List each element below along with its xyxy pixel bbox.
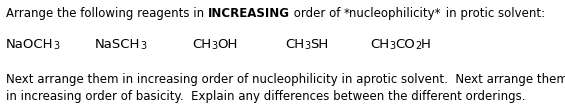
Text: 3: 3 bbox=[54, 41, 60, 51]
Text: INCREASING: INCREASING bbox=[208, 7, 290, 20]
Text: 2: 2 bbox=[415, 41, 421, 51]
Text: CO: CO bbox=[396, 38, 415, 51]
Text: 3: 3 bbox=[389, 41, 396, 51]
Text: H: H bbox=[421, 38, 431, 51]
Text: 3: 3 bbox=[211, 41, 218, 51]
Text: 3: 3 bbox=[140, 41, 146, 51]
Text: Next arrange them in increasing order of nucleophilicity in aprotic solvent.  Ne: Next arrange them in increasing order of… bbox=[6, 73, 565, 86]
Text: CH: CH bbox=[370, 38, 389, 51]
Text: 3: 3 bbox=[304, 41, 310, 51]
Text: NaOCH: NaOCH bbox=[6, 38, 54, 51]
Text: in protic solvent:: in protic solvent: bbox=[441, 7, 545, 20]
Text: OH: OH bbox=[218, 38, 238, 51]
Text: NaSCH: NaSCH bbox=[95, 38, 140, 51]
Text: Arrange the following reagents in: Arrange the following reagents in bbox=[6, 7, 208, 20]
Text: in increasing order of basicity.  Explain any differences between the different : in increasing order of basicity. Explain… bbox=[6, 90, 525, 103]
Text: order of: order of bbox=[290, 7, 344, 20]
Text: SH: SH bbox=[310, 38, 328, 51]
Text: CH: CH bbox=[192, 38, 211, 51]
Text: *nucleophilicity*: *nucleophilicity* bbox=[344, 7, 441, 20]
Text: CH: CH bbox=[285, 38, 304, 51]
